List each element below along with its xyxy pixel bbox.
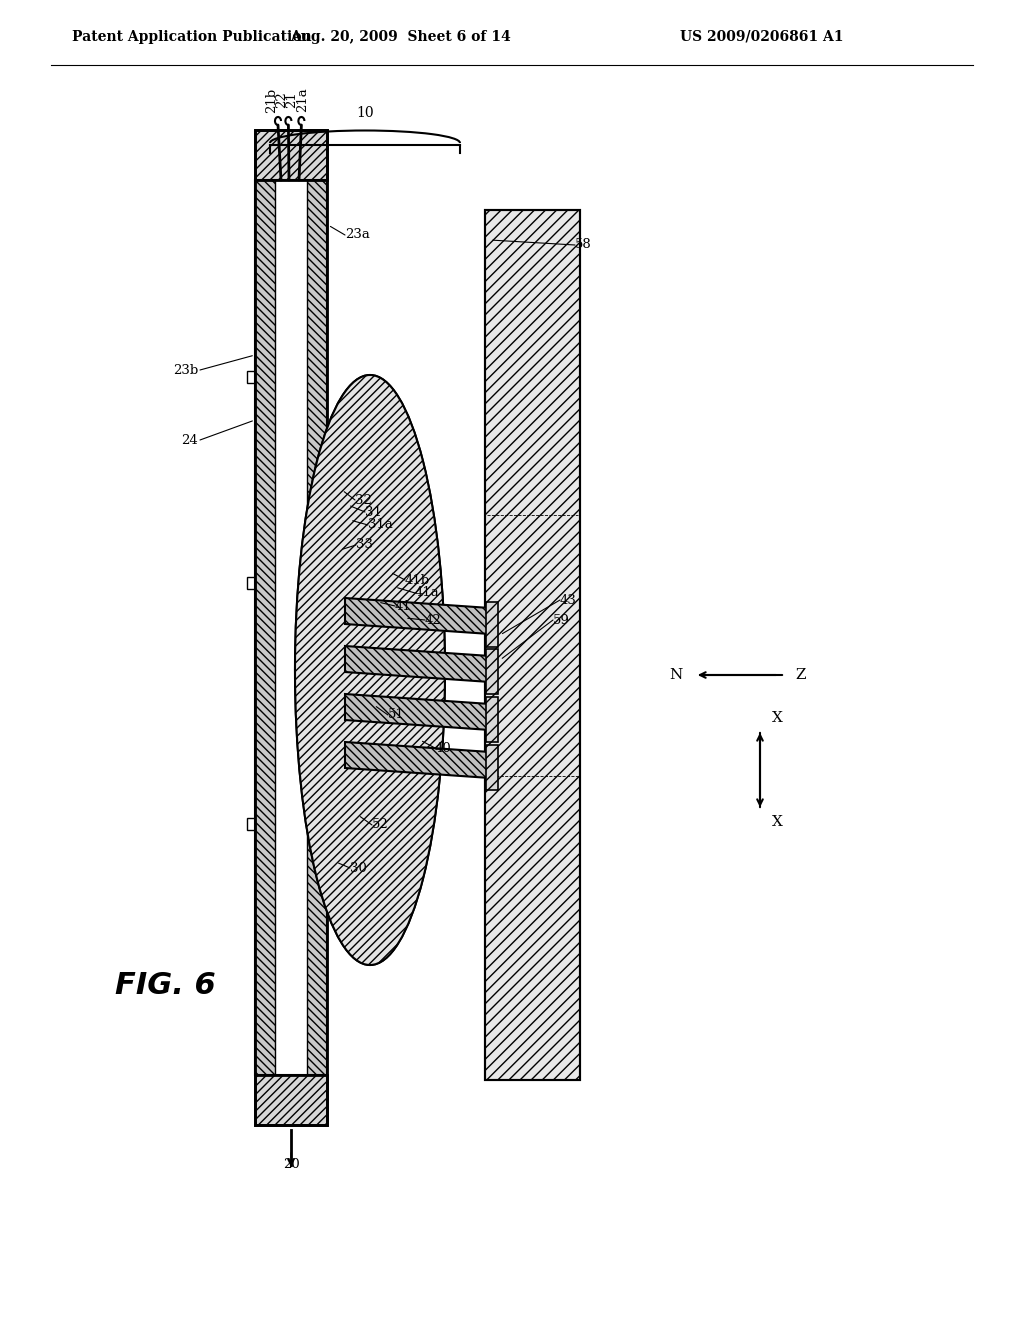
Text: 21b: 21b — [265, 87, 279, 112]
Polygon shape — [345, 694, 490, 730]
Text: 23a: 23a — [345, 228, 370, 242]
Text: 41: 41 — [395, 599, 412, 612]
Text: 21: 21 — [286, 91, 299, 108]
Text: 21a: 21a — [297, 87, 309, 112]
Bar — [307, 180, 327, 1074]
Text: X: X — [772, 711, 783, 725]
Bar — [486, 744, 498, 789]
Polygon shape — [345, 645, 490, 682]
Text: 41b: 41b — [406, 573, 430, 586]
Polygon shape — [345, 742, 490, 777]
Text: Z: Z — [795, 668, 806, 682]
Bar — [275, 180, 307, 1074]
Bar — [247, 371, 255, 383]
Text: 30: 30 — [350, 862, 367, 874]
Bar — [255, 129, 327, 180]
Bar — [485, 210, 580, 1080]
Bar — [255, 129, 327, 1125]
Text: Aug. 20, 2009  Sheet 6 of 14: Aug. 20, 2009 Sheet 6 of 14 — [290, 30, 510, 44]
Text: 58: 58 — [575, 239, 592, 252]
Text: 31: 31 — [365, 506, 382, 519]
Text: Patent Application Publication: Patent Application Publication — [72, 30, 311, 44]
Text: 24: 24 — [181, 433, 198, 446]
Text: X: X — [772, 814, 783, 829]
Text: 41a: 41a — [415, 586, 439, 599]
Bar — [255, 180, 275, 1074]
Ellipse shape — [295, 375, 445, 965]
Text: 23b: 23b — [173, 363, 198, 376]
Text: 42: 42 — [425, 614, 441, 627]
Bar — [486, 649, 498, 694]
Text: 40: 40 — [435, 742, 452, 755]
Text: 22: 22 — [275, 91, 289, 108]
Text: US 2009/0206861 A1: US 2009/0206861 A1 — [680, 30, 844, 44]
Bar — [247, 577, 255, 589]
Bar — [247, 818, 255, 830]
Text: 20: 20 — [283, 1159, 299, 1172]
Text: FIG. 6: FIG. 6 — [115, 970, 216, 999]
Text: 52: 52 — [372, 818, 389, 832]
Text: 10: 10 — [356, 106, 374, 120]
Bar — [486, 697, 498, 742]
Ellipse shape — [295, 375, 445, 965]
Bar — [255, 180, 327, 1074]
Polygon shape — [345, 598, 490, 634]
Text: 32: 32 — [355, 494, 372, 507]
Text: N: N — [670, 668, 683, 682]
Text: 31a: 31a — [368, 519, 393, 532]
Bar — [485, 210, 580, 1080]
Text: 43: 43 — [560, 594, 577, 606]
Bar — [255, 1074, 327, 1125]
Text: 59: 59 — [553, 614, 570, 627]
Text: 51: 51 — [388, 709, 404, 722]
Text: 33: 33 — [356, 539, 373, 552]
Bar — [486, 602, 498, 647]
